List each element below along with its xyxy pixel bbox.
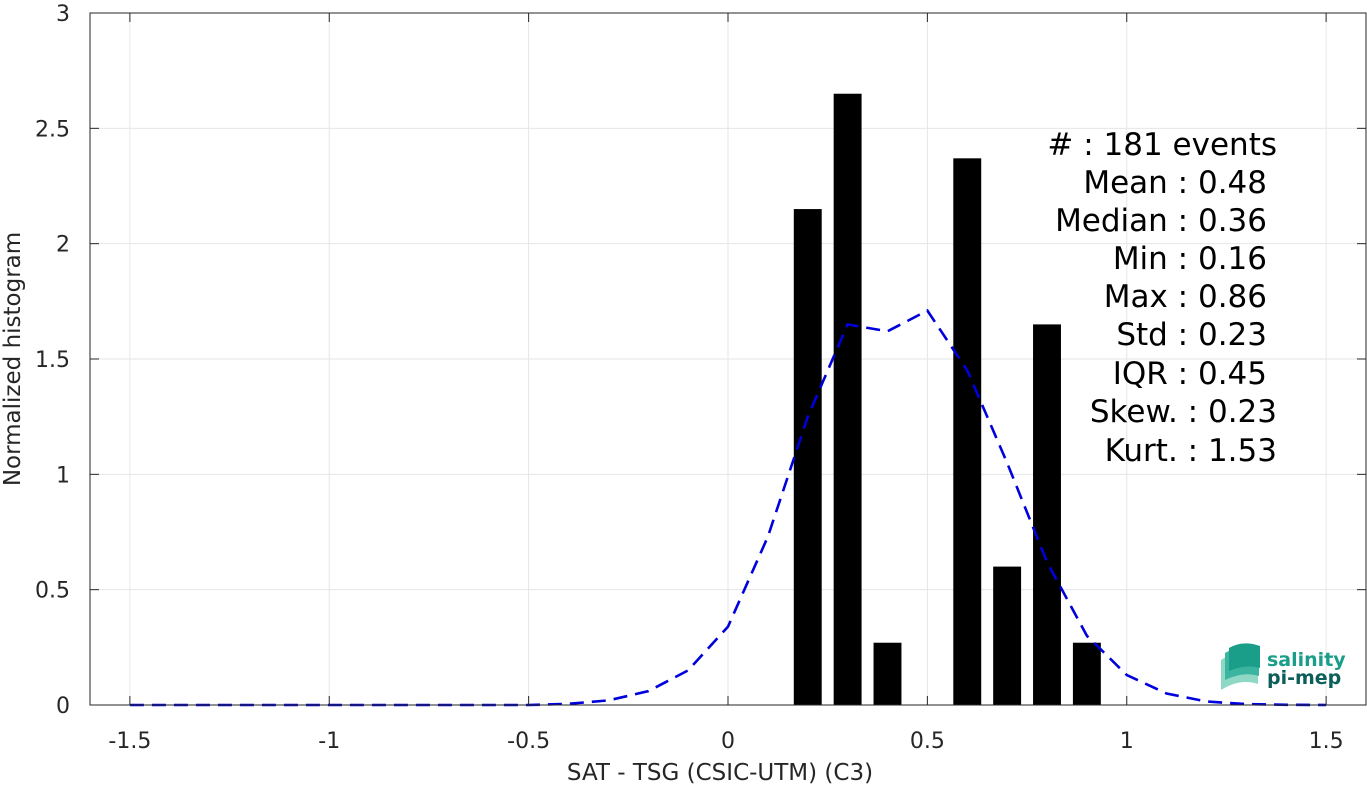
histogram-bar [833, 93, 862, 705]
y-tick-label: 2 [56, 233, 70, 258]
x-tick-label: 0.5 [910, 729, 945, 754]
y-tick-label: 0.5 [35, 579, 70, 604]
stats-kurt: Kurt. : 1.53 [1105, 433, 1277, 469]
stats-iqr: IQR : 0.45 [1113, 356, 1267, 392]
x-tick-label: 1 [1120, 729, 1134, 754]
y-tick-label: 1.5 [35, 348, 70, 373]
y-tick-label: 3 [56, 2, 70, 27]
stats-max: Max : 0.86 [1104, 279, 1267, 315]
histogram-bar [1033, 324, 1061, 705]
x-tick-label: -1.5 [108, 729, 151, 754]
y-tick-label: 2.5 [35, 117, 70, 142]
x-tick-label: 0 [721, 729, 735, 754]
y-axis-label: Normalized histogram [0, 232, 26, 486]
logo-text-salinity: salinity [1267, 649, 1346, 671]
y-tick-labels: 0 0.5 1 1.5 2 2.5 3 [35, 2, 70, 719]
x-tick-label: -0.5 [507, 729, 550, 754]
histogram-bars [793, 93, 1101, 706]
histogram-bar [953, 158, 982, 705]
x-tick-label: 1.5 [1309, 729, 1344, 754]
y-tick-label: 0 [56, 694, 70, 719]
stats-std: Std : 0.23 [1116, 317, 1267, 353]
histogram-bar [793, 209, 822, 706]
stats-count: # : 181 events [1047, 127, 1277, 163]
histogram-bar [993, 566, 1022, 705]
x-axis-label: SAT - TSG (CSIC-UTM) (C3) [567, 760, 873, 785]
histogram-bar [873, 642, 902, 705]
stats-median: Median : 0.36 [1055, 203, 1267, 239]
stats-panel: # : 181 events Mean : 0.48 Median : 0.36… [1047, 127, 1277, 469]
stats-skew: Skew. : 0.23 [1090, 394, 1277, 430]
x-tick-labels: -1.5 -1 -0.5 0 0.5 1 1.5 [108, 729, 1343, 754]
stats-mean: Mean : 0.48 [1083, 165, 1267, 201]
logo-wave-icon [1221, 643, 1260, 690]
y-tick-label: 1 [56, 463, 70, 488]
salinity-pi-mep-logo: salinity pi-mep [1221, 643, 1346, 690]
x-tick-label: -1 [318, 729, 340, 754]
logo-text-pi-mep: pi-mep [1267, 667, 1341, 689]
histogram-bar [1072, 642, 1101, 705]
axis-ticks [90, 12, 1366, 706]
stats-min: Min : 0.16 [1113, 241, 1267, 277]
